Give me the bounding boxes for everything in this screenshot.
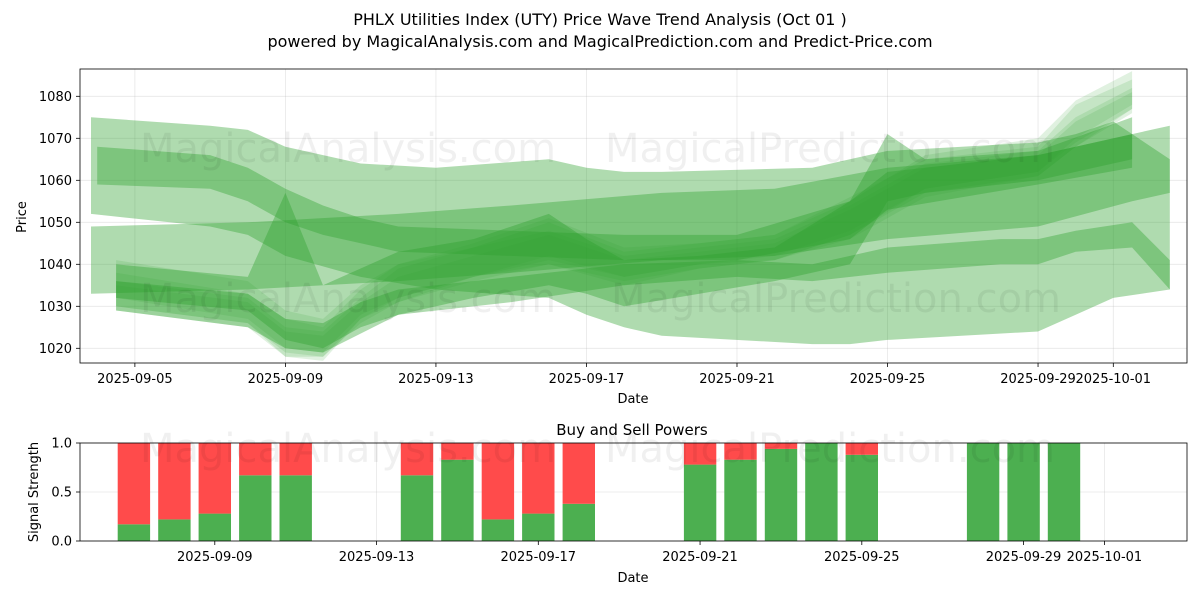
signal-x-tick-label: 2025-09-13	[339, 550, 415, 565]
chart-title: PHLX Utilities Index (UTY) Price Wave Tr…	[353, 10, 847, 29]
watermark-1: MagicalAnalysis.com	[140, 126, 556, 172]
price-y-tick-label: 1030	[39, 300, 72, 315]
sell-bar	[683, 443, 717, 465]
buy-bar	[966, 443, 1000, 541]
price-y-tick-label: 1080	[39, 90, 72, 105]
sell-bar	[845, 443, 878, 455]
buy-bar	[158, 519, 191, 541]
buy-bar	[805, 443, 838, 541]
buy-bar	[198, 513, 231, 541]
signal-y-tick-label: 1.0	[51, 437, 72, 452]
signal-y-tick-label: 0.0	[51, 535, 72, 550]
signal-x-tick-label: 2025-10-01	[1067, 550, 1143, 565]
price-band-short-wave-3	[116, 71, 1133, 353]
price-y-tick-label: 1070	[39, 132, 72, 147]
signal-x-tick-label: 2025-09-09	[177, 550, 253, 565]
buy-bar	[400, 475, 434, 541]
chart-subtitle: powered by MagicalAnalysis.com and Magic…	[267, 32, 932, 51]
buy-bar	[1007, 443, 1040, 541]
buy-bar	[117, 524, 151, 541]
buy-bar	[441, 459, 474, 541]
sell-bar	[158, 443, 191, 520]
price-x-tick-label: 2025-09-21	[699, 372, 775, 387]
buy-bar	[724, 459, 757, 541]
signal-y-axis-label: Signal Strength	[27, 442, 42, 542]
sell-bar	[562, 443, 595, 504]
signal-chart-title: Buy and Sell Powers	[556, 421, 708, 439]
price-y-tick-label: 1020	[39, 342, 72, 357]
sell-bar	[441, 443, 474, 460]
price-x-tick-label: 2025-10-01	[1076, 372, 1152, 387]
sell-bar	[724, 443, 757, 460]
buy-bar	[481, 519, 515, 541]
signal-plot-frame	[79, 442, 1188, 542]
price-x-tick-label: 2025-09-25	[850, 372, 926, 387]
signal-y-tick-label: 0.5	[51, 486, 72, 501]
buy-bar	[1047, 443, 1081, 541]
sell-bar	[279, 443, 312, 476]
price-y-tick-label: 1050	[39, 216, 72, 231]
price-y-tick-label: 1060	[39, 174, 72, 189]
signal-x-tick-label: 2025-09-21	[662, 550, 738, 565]
watermark-2: MagicalPrediction.com	[605, 126, 1055, 172]
watermark-6: MagicalPrediction.com	[605, 426, 1055, 472]
price-x-tick-label: 2025-09-13	[398, 372, 474, 387]
price-band-wave-c	[91, 117, 1170, 345]
sell-bar	[764, 443, 798, 449]
watermark-4: MagicalPrediction.com	[611, 276, 1061, 322]
price-y-tick-label: 1040	[39, 258, 72, 273]
watermark-5: MagicalAnalysis.com	[140, 426, 556, 472]
buy-bar	[683, 464, 717, 541]
price-x-tick-label: 2025-09-17	[549, 372, 625, 387]
price-x-tick-label: 2025-09-09	[248, 372, 324, 387]
sell-bar	[400, 443, 434, 476]
price-x-tick-label: 2025-09-05	[97, 372, 173, 387]
buy-bar	[522, 513, 555, 541]
buy-bar	[764, 448, 798, 541]
signal-x-tick-label: 2025-09-29	[986, 550, 1062, 565]
sell-bar	[522, 443, 555, 514]
sell-bar	[117, 443, 151, 525]
price-band-wave-b	[91, 125, 1170, 294]
price-band-wave-a	[97, 134, 1133, 261]
buy-bar	[279, 475, 312, 541]
price-plot-frame	[79, 68, 1188, 364]
buy-bar	[239, 475, 272, 541]
signal-x-tick-label: 2025-09-25	[824, 550, 900, 565]
signal-x-tick-label: 2025-09-17	[501, 550, 577, 565]
watermark-3: MagicalAnalysis.com	[140, 276, 556, 322]
buy-bar	[845, 454, 878, 541]
sell-bar	[481, 443, 515, 520]
price-x-tick-label: 2025-09-29	[1000, 372, 1076, 387]
price-band-short-wave-1	[116, 79, 1133, 361]
price-panel: MagicalAnalysis.com MagicalPrediction.co…	[15, 68, 1188, 407]
price-y-axis-label: Price	[15, 201, 30, 233]
price-x-axis-label: Date	[617, 392, 648, 407]
price-band-wave-e	[116, 222, 1170, 349]
price-band-wave-d	[116, 117, 1133, 353]
buy-bar	[562, 503, 595, 541]
signal-panel: Buy and Sell Powers MagicalAnalysis.com …	[27, 421, 1188, 586]
sell-bar	[198, 443, 231, 514]
sell-bar	[239, 443, 272, 476]
signal-x-axis-label: Date	[617, 571, 648, 586]
